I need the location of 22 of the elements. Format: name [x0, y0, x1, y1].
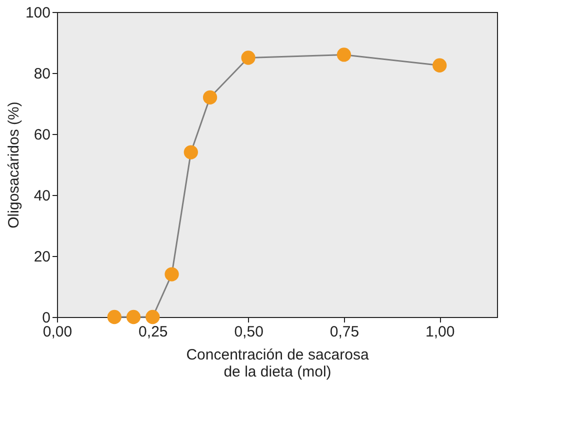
- y-tick-label: 20: [34, 248, 50, 266]
- point: [126, 310, 141, 324]
- point: [241, 50, 256, 65]
- y-tick-label: 0: [42, 310, 50, 326]
- y-tick-label: 100: [25, 4, 50, 22]
- y-tick-label: 60: [34, 126, 50, 144]
- y-tick-label: 80: [34, 66, 50, 82]
- point: [202, 90, 218, 104]
- point: [432, 58, 447, 72]
- point: [184, 145, 198, 160]
- x-tick-label: 0,75: [330, 324, 360, 340]
- y-axis-title: Oligosacáridos (%): [5, 102, 22, 228]
- point: [336, 48, 352, 62]
- x-tick-label: 0,25: [138, 324, 168, 340]
- x-tick-label: 0,50: [234, 324, 264, 340]
- point: [107, 310, 122, 324]
- x-axis-title: Concentración de sacarosa de la dieta (mol): [186, 346, 370, 380]
- y-tick-label: 40: [34, 188, 50, 204]
- point: [164, 267, 179, 282]
- x-tick-label: 1,00: [426, 324, 455, 340]
- x-tick-label: 0,00: [42, 324, 72, 340]
- point: [146, 310, 160, 324]
